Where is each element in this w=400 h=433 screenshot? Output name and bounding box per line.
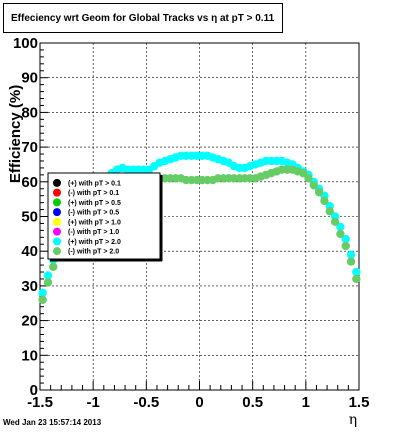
y-tick-label: 50 xyxy=(21,209,38,226)
x-tick-label: -0.5 xyxy=(133,394,159,411)
y-axis-label: Efficiency (%) xyxy=(7,85,24,183)
timestamp-footer: Wed Jan 23 15:57:14 2013 xyxy=(3,418,102,427)
data-point xyxy=(346,257,356,266)
data-point xyxy=(346,250,356,259)
legend-marker xyxy=(53,198,61,207)
x-tick-label: 1.5 xyxy=(349,394,370,411)
data-point xyxy=(38,295,47,304)
legend-label: (-) with pT > 0.5 xyxy=(68,210,119,217)
legend-box xyxy=(47,172,161,260)
legend-label: (+) with pT > 1.0 xyxy=(68,219,121,226)
x-axis-label: η xyxy=(349,412,357,428)
x-tick-label: 1 xyxy=(302,394,310,411)
data-point xyxy=(43,271,53,280)
data-point xyxy=(352,267,361,277)
legend-marker xyxy=(53,227,61,236)
legend-marker xyxy=(53,178,61,187)
legend-marker xyxy=(53,237,61,246)
data-point xyxy=(330,217,340,226)
legend-label: (+) with pT > 0.1 xyxy=(68,180,121,187)
x-tick-label: 0 xyxy=(195,394,203,411)
y-tick-label: 30 xyxy=(21,278,38,295)
data-point xyxy=(298,168,308,178)
data-point xyxy=(336,222,345,232)
legend-marker xyxy=(53,208,61,217)
y-tick-label: 40 xyxy=(21,243,38,260)
x-tick-label: -1 xyxy=(86,394,99,411)
legend-label: (-) with pT > 1.0 xyxy=(68,229,119,236)
y-tick-label: 20 xyxy=(21,313,38,330)
data-point xyxy=(43,278,53,287)
chart-title: Effeciency wrt Geom for Global Tracks vs… xyxy=(3,3,283,33)
data-point xyxy=(341,234,350,244)
legend: (+) with pT > 0.1 (-) with pT > 0.1 (+) wi… xyxy=(47,172,163,262)
y-tick-label: 70 xyxy=(21,139,38,156)
y-tick-label: 0 xyxy=(30,382,38,399)
legend-label: (-) with pT > 2.0 xyxy=(68,249,119,256)
data-point xyxy=(352,274,361,284)
data-point xyxy=(320,196,329,206)
axes: 0 10 20 30 40 50 60 70 80 90 100 -1.5 -1 -0.5 0 0.5 1 1.5 xyxy=(13,35,369,411)
data-point xyxy=(314,188,324,197)
data-point xyxy=(341,241,350,251)
x-tick-label: -1.5 xyxy=(27,394,53,411)
data-point xyxy=(336,229,345,239)
x-tick-label: 0.5 xyxy=(242,394,263,411)
legend-marker xyxy=(53,217,61,226)
y-tick-label: 90 xyxy=(21,70,38,87)
legend-label: (-) with pT > 0.1 xyxy=(68,190,119,197)
y-tick-label: 60 xyxy=(21,174,38,191)
data-point xyxy=(309,181,319,190)
legend-marker xyxy=(53,188,61,197)
y-tick-label: 100 xyxy=(13,35,38,52)
data-point xyxy=(304,174,313,183)
y-tick-label: 80 xyxy=(21,104,38,121)
legend-label: (+) with pT > 0.5 xyxy=(68,200,121,207)
legend-marker xyxy=(53,247,61,256)
legend-label: (+) with pT > 2.0 xyxy=(68,239,121,246)
data-point xyxy=(49,262,58,272)
data-point xyxy=(325,207,334,216)
data-point xyxy=(38,288,47,298)
y-tick-label: 10 xyxy=(21,347,38,364)
